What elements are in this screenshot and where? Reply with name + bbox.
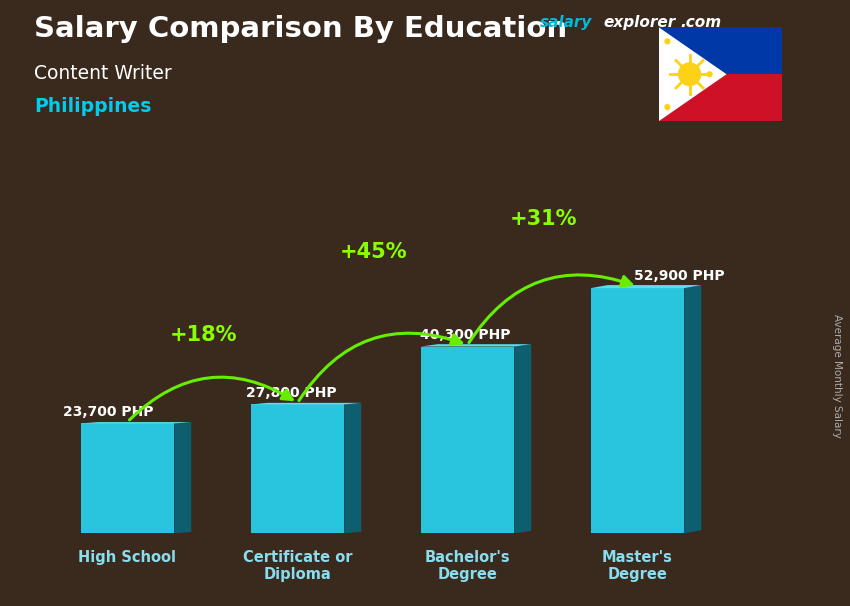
Polygon shape [591,285,701,288]
Polygon shape [421,344,531,347]
Polygon shape [591,288,684,533]
Text: 52,900 PHP: 52,900 PHP [634,270,725,284]
Text: Philippines: Philippines [34,97,151,116]
Bar [659,75,782,121]
Text: Content Writer: Content Writer [34,64,172,82]
Polygon shape [659,27,727,121]
Polygon shape [81,424,174,533]
Polygon shape [344,403,361,533]
Text: explorer: explorer [604,15,676,30]
Polygon shape [174,422,191,533]
Circle shape [665,104,671,110]
Polygon shape [251,404,344,533]
Text: 27,800 PHP: 27,800 PHP [246,386,337,400]
Text: 40,300 PHP: 40,300 PHP [420,328,510,342]
Circle shape [665,38,671,44]
Polygon shape [251,403,361,404]
Bar [659,27,782,75]
Text: Average Monthly Salary: Average Monthly Salary [832,314,842,438]
Text: +45%: +45% [340,242,408,262]
Text: 23,700 PHP: 23,700 PHP [63,405,153,419]
Text: +31%: +31% [510,209,578,229]
Polygon shape [421,347,514,533]
Polygon shape [514,344,531,533]
Text: Salary Comparison By Education: Salary Comparison By Education [34,15,567,43]
Polygon shape [684,285,701,533]
Circle shape [706,71,712,78]
Text: salary: salary [540,15,592,30]
Circle shape [677,62,701,86]
Text: +18%: +18% [170,325,238,345]
Polygon shape [81,422,191,424]
Text: .com: .com [680,15,721,30]
